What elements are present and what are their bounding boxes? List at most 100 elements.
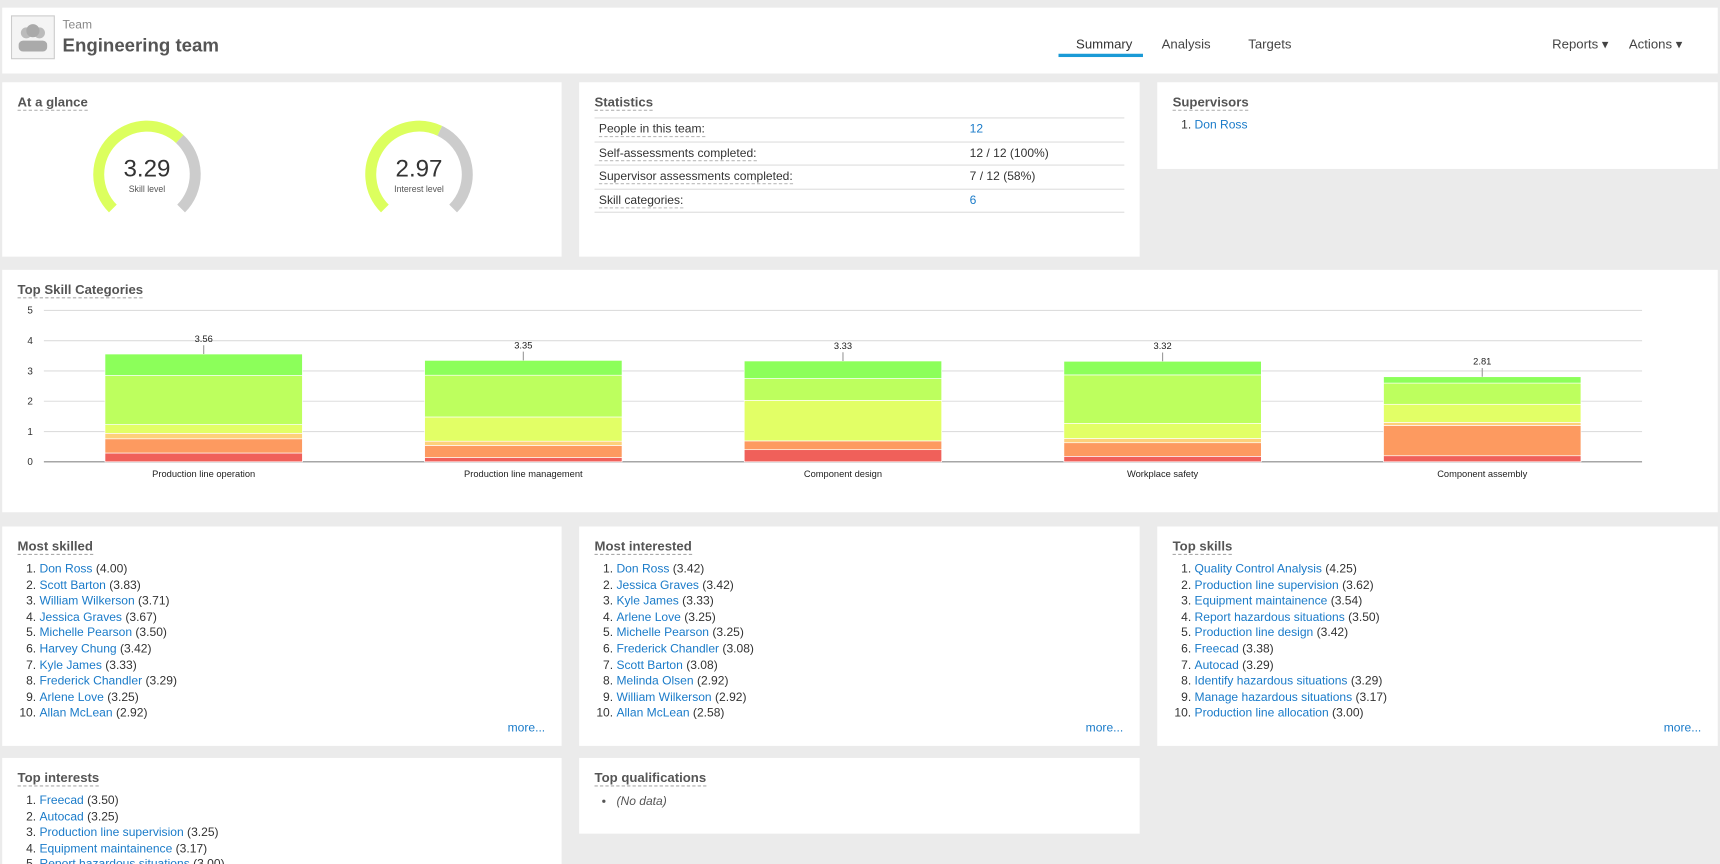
ranked-list: Freecad (3.50)Autocad (3.25)Production l… — [18, 793, 224, 864]
bar-segment — [424, 445, 623, 458]
panel-title: Most interested — [594, 538, 692, 556]
list-item: Scott Barton (3.08) — [616, 658, 754, 674]
item-link[interactable]: Report hazardous situations — [1194, 610, 1345, 624]
list-item: Identify hazardous situations (3.29) — [1195, 674, 1388, 690]
list-item: Manage hazardous situations (3.17) — [1195, 690, 1388, 706]
header-title: Engineering team — [62, 35, 219, 56]
item-score: (3.08) — [686, 658, 718, 672]
item-score: (3.42) — [672, 562, 705, 576]
menu-label[interactable]: Actions — [1628, 36, 1673, 52]
bar-segment — [104, 452, 303, 463]
item-link[interactable]: Frederick Chandler — [39, 674, 143, 688]
item-link[interactable]: Kyle James — [616, 594, 679, 608]
item-link[interactable]: Don Ross — [616, 562, 670, 576]
item-link[interactable]: Production line design — [1194, 626, 1314, 640]
bar-segment — [424, 440, 623, 446]
item-link[interactable]: Allan McLean — [616, 706, 690, 720]
stat-label: People in this team: — [598, 122, 705, 138]
item-link[interactable]: Frederick Chandler — [616, 642, 720, 656]
item-link[interactable]: Equipment maintainence — [39, 842, 173, 856]
stat-value[interactable]: 6 — [969, 193, 977, 207]
item-link[interactable]: Production line supervision — [39, 826, 184, 840]
item-link[interactable]: Autocad — [39, 810, 84, 824]
menu[interactable]: Actions ▾ — [1628, 36, 1683, 52]
item-link[interactable]: Arlene Love — [616, 610, 681, 624]
item-link[interactable]: Don Ross — [39, 562, 93, 576]
person-link[interactable]: Don Ross — [1194, 118, 1248, 132]
stat-value: 7 / 12 (58%) — [969, 170, 1036, 184]
list-item: Don Ross (3.42) — [616, 562, 754, 578]
bar-segment — [424, 416, 623, 442]
list-item: Freecad (3.50) — [39, 793, 224, 809]
list-item: Allan McLean (2.92) — [39, 706, 177, 722]
item-link[interactable]: Jessica Graves — [616, 578, 699, 592]
item-link[interactable]: Freecad — [1194, 642, 1239, 656]
ranked-list: Don Ross (4.00)Scott Barton (3.83)Willia… — [18, 562, 177, 722]
item-score: (3.17) — [175, 842, 208, 856]
total-label: 3.35 — [514, 340, 532, 350]
more-link[interactable]: more... — [507, 721, 546, 735]
x-tick-label: Workplace safety — [1127, 469, 1199, 479]
stat-value[interactable]: 12 — [969, 122, 984, 137]
item-link[interactable]: Equipment maintainence — [1194, 594, 1328, 608]
list-item: Jessica Graves (3.67) — [39, 610, 177, 626]
item-score: (3.62) — [1342, 578, 1374, 592]
bar-segment — [1063, 456, 1262, 463]
list-item: Allan McLean (2.58) — [616, 706, 754, 722]
item-link[interactable]: Autocad — [1194, 658, 1239, 672]
gauge-value — [93, 120, 184, 213]
item-score: (3.50) — [1348, 610, 1380, 624]
item-score: (2.92) — [715, 690, 747, 704]
item-link[interactable]: Kyle James — [39, 658, 102, 672]
bar-segment — [1383, 422, 1582, 426]
item-link[interactable]: Melinda Olsen — [616, 674, 694, 688]
item-link[interactable]: Michelle Pearson — [39, 626, 133, 640]
item-link[interactable]: Allan McLean — [39, 706, 113, 720]
item-link[interactable]: Report hazardous situations — [39, 858, 189, 864]
bar-segment — [743, 440, 943, 451]
x-tick-label: Component assembly — [1437, 469, 1527, 479]
item-link[interactable]: Quality Control Analysis — [1194, 562, 1322, 576]
stat-label: Self-assessments completed: — [598, 146, 757, 161]
tab[interactable]: Targets — [1248, 36, 1292, 52]
item-link[interactable]: Identify hazardous situations — [1194, 674, 1348, 688]
panel-title: Top interests — [17, 770, 100, 787]
item-link[interactable]: Manage hazardous situations — [1194, 690, 1353, 704]
item-score: (3.50) — [87, 794, 119, 808]
tab[interactable]: Analysis — [1161, 36, 1211, 52]
menu-label[interactable]: Reports — [1552, 36, 1599, 52]
item-link[interactable]: Scott Barton — [39, 578, 106, 592]
ranked-list: Don Ross (3.42)Jessica Graves (3.42) Kyle… — [595, 562, 754, 722]
item-link[interactable]: Harvey Chung — [39, 642, 117, 656]
stat-label: Skill categories: — [598, 193, 684, 208]
item-score: (3.42) — [119, 642, 152, 656]
bar-segment — [1383, 455, 1582, 463]
item-link[interactable]: Jessica Graves — [39, 610, 122, 624]
panel-title: At a glance — [17, 94, 88, 111]
item-score: (3.29) — [1350, 674, 1383, 688]
item-link[interactable]: Production line allocation — [1194, 706, 1329, 720]
more-link[interactable]: more... — [1663, 721, 1702, 735]
more-link[interactable]: more... — [1085, 721, 1124, 735]
list-item: Don Ross — [1195, 117, 1248, 133]
item-link[interactable]: William Wilkerson — [39, 594, 135, 608]
list-item: Kyle James (3.33) — [39, 658, 177, 674]
tab[interactable]: Summary — [1076, 36, 1133, 52]
item-link[interactable]: Freecad — [39, 794, 84, 808]
item-score: (4.00) — [95, 562, 128, 576]
item-link[interactable]: Michelle Pearson — [616, 626, 710, 640]
list-item: Production line allocation (3.00) — [1195, 706, 1388, 722]
item-score: (2.58) — [692, 706, 725, 720]
stat-row: Skill categories: 6 — [594, 188, 1125, 212]
item-link[interactable]: Production line supervision — [1194, 578, 1339, 592]
menu[interactable]: Reports ▾ — [1552, 36, 1609, 52]
item-link[interactable]: Scott Barton — [616, 658, 683, 672]
list-item: Michelle Pearson (3.25) — [616, 626, 754, 642]
item-link[interactable]: William Wilkerson — [616, 690, 712, 704]
gauge-track — [175, 134, 201, 213]
panel-title: Most skilled — [17, 538, 93, 556]
item-link[interactable]: Arlene Love — [39, 690, 104, 704]
list-item: Equipment maintainence (3.54) — [1195, 594, 1388, 610]
